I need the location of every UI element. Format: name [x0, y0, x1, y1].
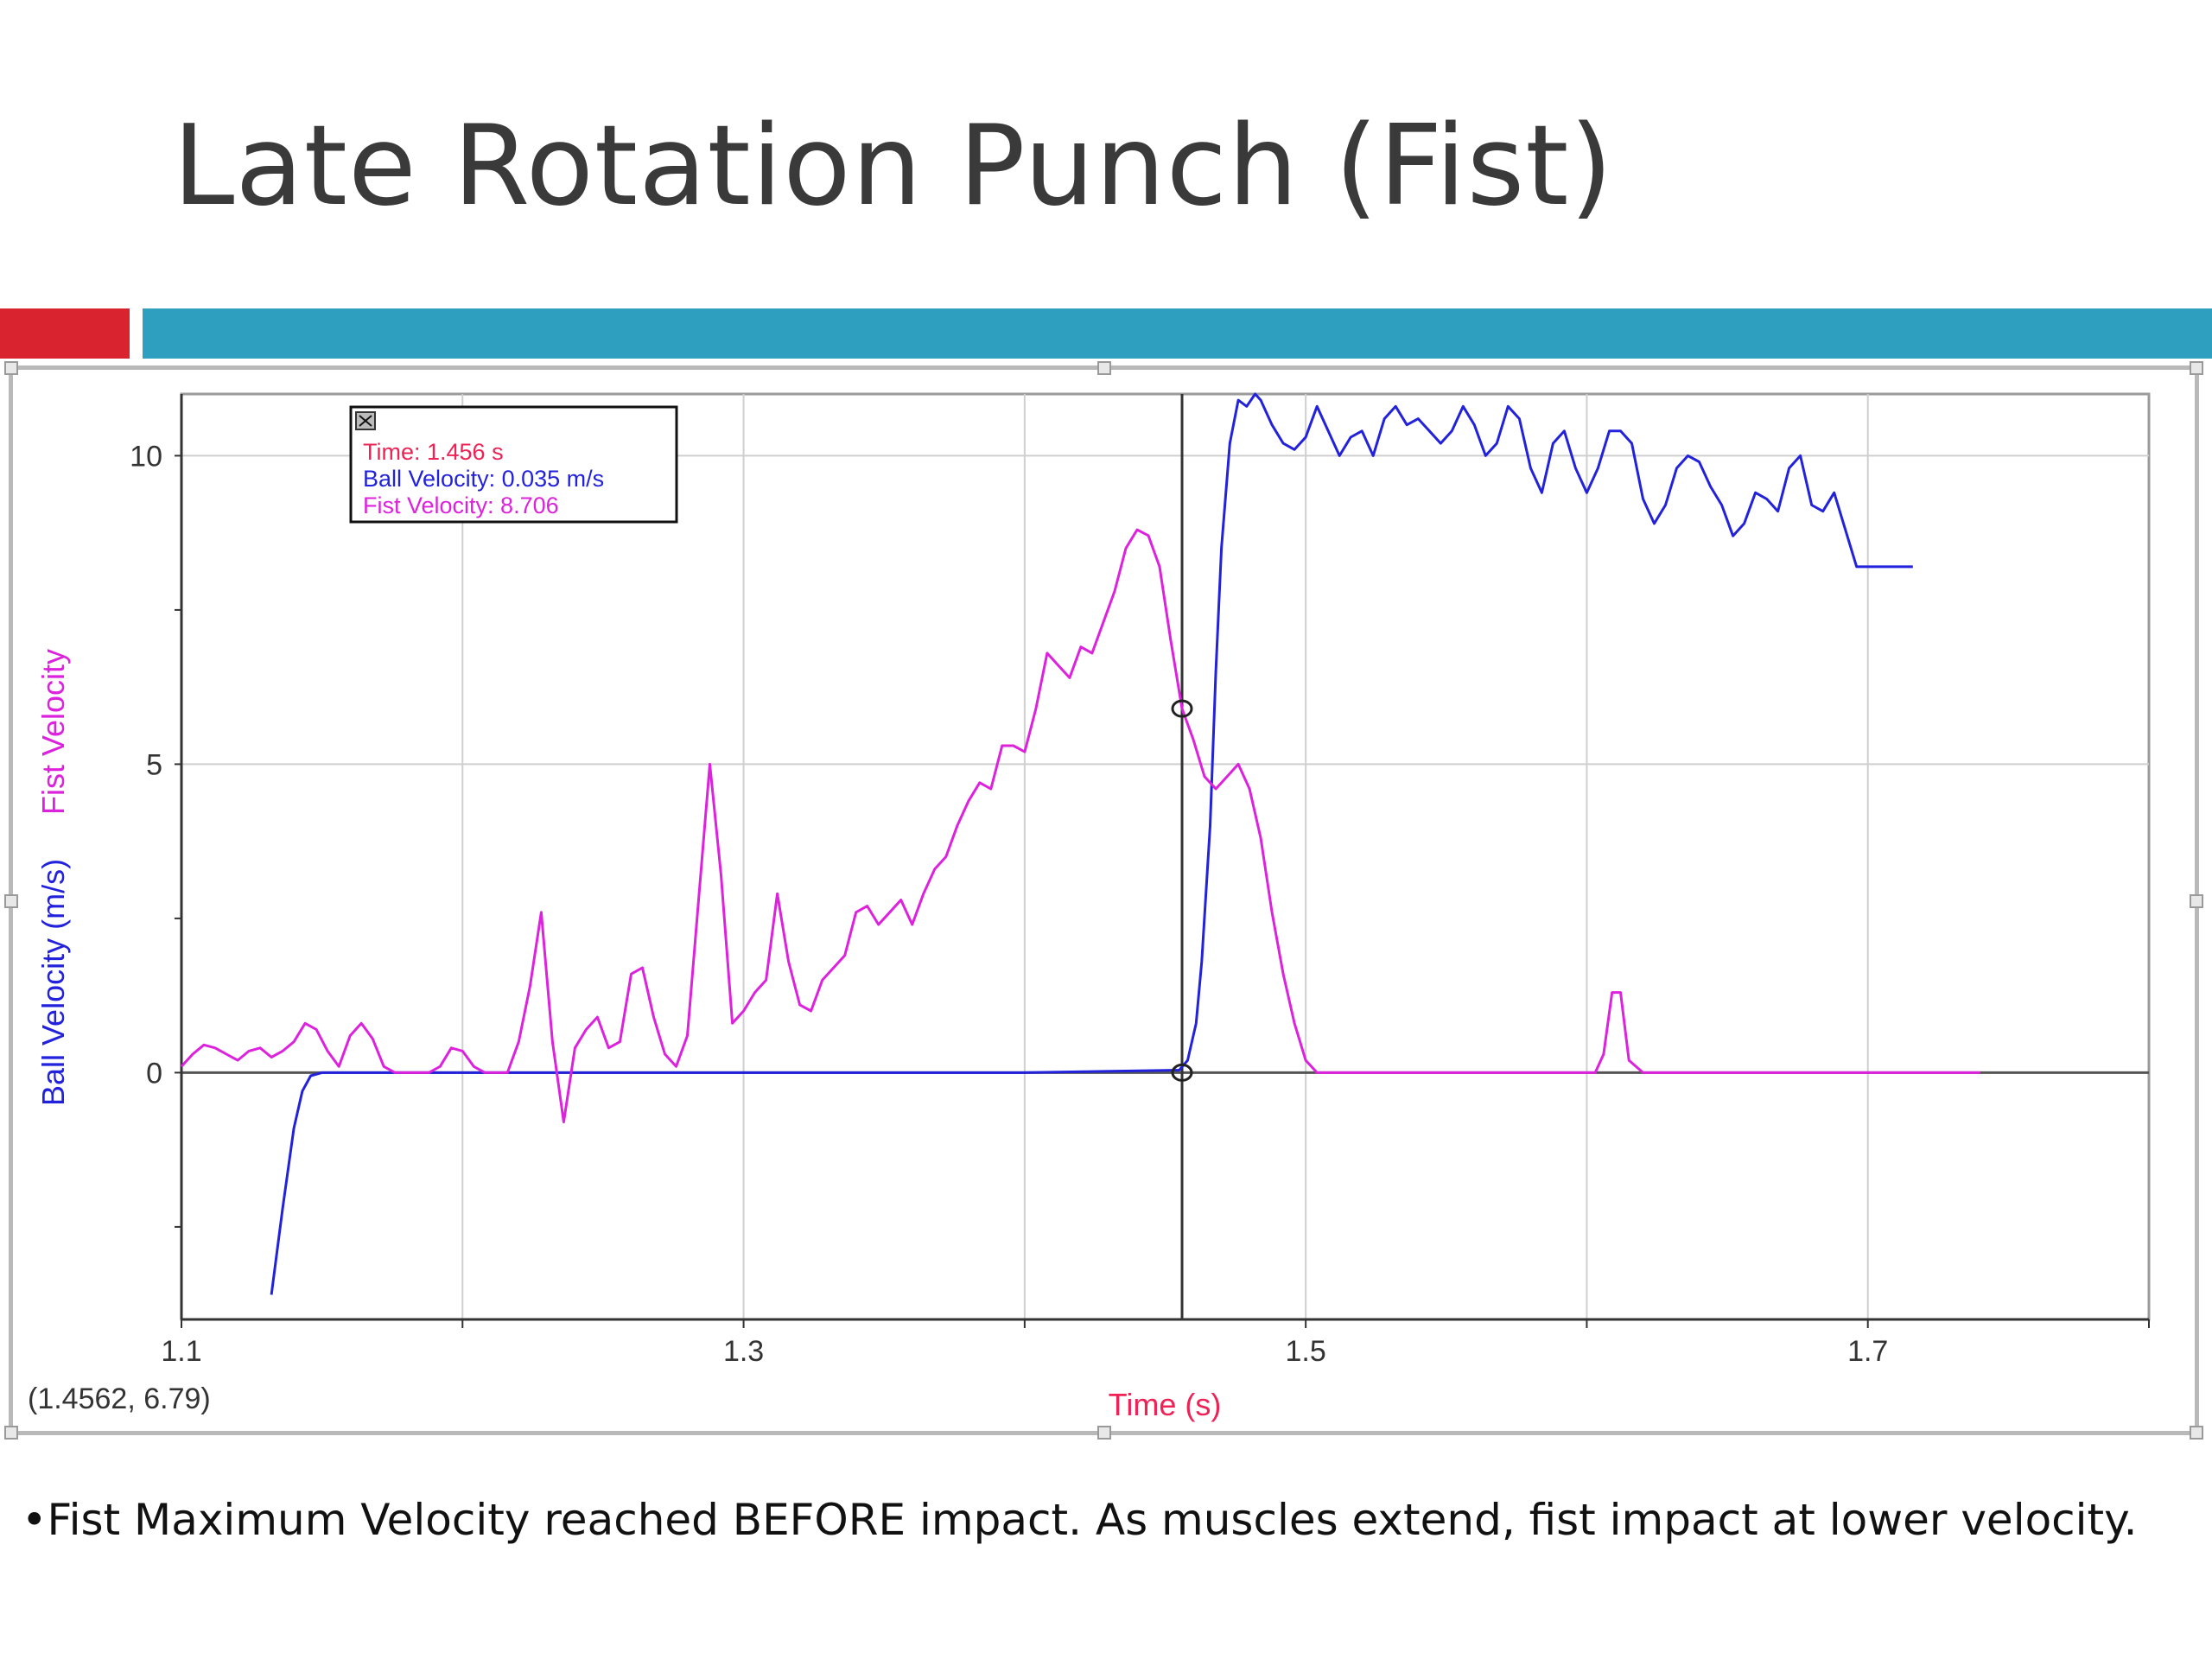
tooltip-time: Time: 1.456 s — [363, 439, 504, 465]
x-tick-label: 1.7 — [1847, 1335, 1888, 1368]
y-tick-label: 5 — [146, 748, 162, 781]
resize-handle-top-right[interactable] — [2190, 361, 2203, 375]
resize-handle-bottom-middle[interactable] — [1097, 1426, 1111, 1440]
plot-area — [180, 392, 2151, 1321]
resize-handle-top-left[interactable] — [4, 361, 18, 375]
y-axis-label-ball: Ball Velocity (m/s) — [35, 859, 71, 1106]
resize-handle-bottom-left[interactable] — [4, 1426, 18, 1440]
resize-handle-top-middle[interactable] — [1097, 361, 1111, 375]
fist-velocity-line — [180, 528, 1980, 1123]
x-tick-label: 1.3 — [723, 1335, 764, 1368]
x-axis-label: Time (s) — [1109, 1387, 1222, 1422]
accent-bar-red — [0, 308, 130, 359]
x-tick-label: 1.1 — [161, 1335, 201, 1368]
tooltip-ball-velocity: Ball Velocity: 0.035 m/s — [363, 466, 604, 492]
resize-handle-bottom-right[interactable] — [2190, 1426, 2203, 1440]
cursor-marker-ball — [1171, 1063, 1193, 1082]
slide-caption: •Fist Maximum Velocity reached BEFORE im… — [22, 1495, 2138, 1545]
slide-title: Late Rotation Punch (Fist) — [173, 102, 1614, 231]
y-tick-label: 10 — [130, 440, 162, 473]
accent-bar-teal — [143, 308, 2212, 359]
ball-velocity-line — [270, 392, 1913, 1295]
tooltip-close-x-icon — [359, 415, 372, 427]
y-axis-labels: Ball Velocity (m/s) Fist Velocity — [35, 649, 71, 1106]
y-axis-label-fist: Fist Velocity — [35, 649, 71, 815]
x-tick-label: 1.5 — [1286, 1335, 1326, 1368]
y-tick-label: 0 — [146, 1057, 162, 1090]
cursor-marker-fist — [1171, 699, 1193, 718]
tooltip-fist-velocity: Fist Velocity: 8.706 — [363, 493, 559, 518]
tooltip-box — [349, 405, 678, 524]
resize-handle-middle-right[interactable] — [2190, 894, 2203, 908]
coordinate-readout: (1.4562, 6.79) — [28, 1382, 211, 1415]
resize-handle-middle-left[interactable] — [4, 894, 18, 908]
